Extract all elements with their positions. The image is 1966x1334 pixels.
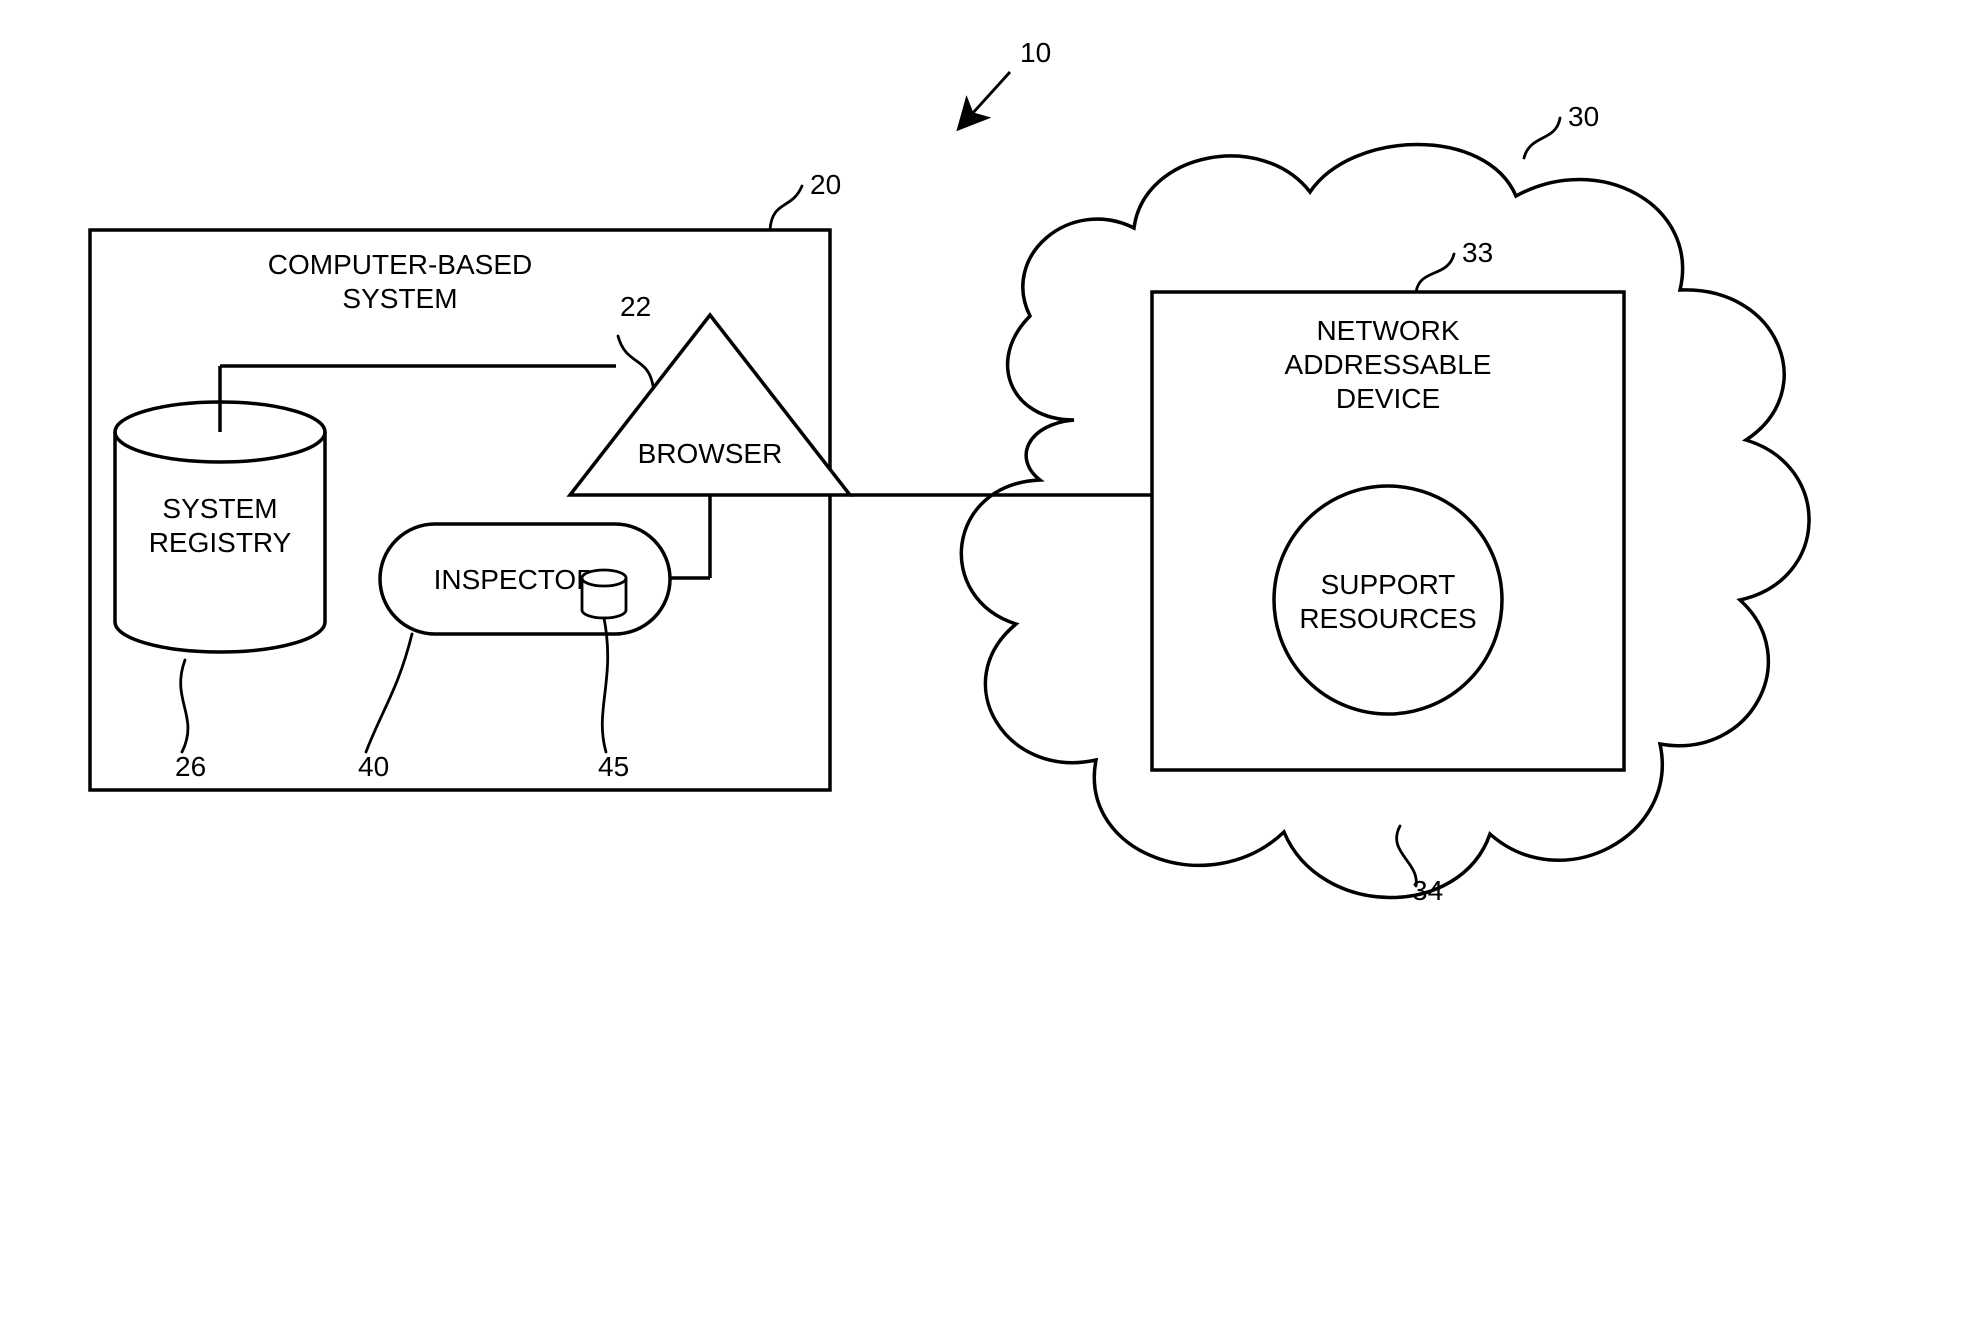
- network-device-label-2: ADDRESSABLE: [1285, 349, 1492, 380]
- inspector-label: INSPECTOR: [434, 564, 597, 595]
- network-device-label-3: DEVICE: [1336, 383, 1440, 414]
- ref-system_box: 20: [810, 169, 841, 200]
- ref-registry: 26: [175, 751, 206, 782]
- ref-support: 34: [1412, 875, 1443, 906]
- computer-system-title-2: SYSTEM: [342, 283, 457, 314]
- support-resources-node: [1274, 486, 1502, 714]
- computer-system-title-1: COMPUTER-BASED: [268, 249, 532, 280]
- browser-label: BROWSER: [638, 438, 783, 469]
- system-registry-label-1: SYSTEM: [162, 493, 277, 524]
- ref-inspector: 40: [358, 751, 389, 782]
- system-registry-label-2: REGISTRY: [149, 527, 292, 558]
- ref-figure: 10: [1020, 37, 1051, 68]
- patent-diagram: COMPUTER-BASED SYSTEM BROWSER SYSTEM REG…: [0, 0, 1966, 1329]
- inspector-cache-icon: [582, 570, 626, 618]
- ref-cloud: 30: [1568, 101, 1599, 132]
- support-resources-label-2: RESOURCES: [1299, 603, 1476, 634]
- ref-cache: 45: [598, 751, 629, 782]
- network-device-label-1: NETWORK: [1316, 315, 1459, 346]
- ref-nad_box: 33: [1462, 237, 1493, 268]
- support-resources-label-1: SUPPORT: [1321, 569, 1456, 600]
- ref-browser: 22: [620, 291, 651, 322]
- figure-pointer-arrow: [962, 72, 1010, 125]
